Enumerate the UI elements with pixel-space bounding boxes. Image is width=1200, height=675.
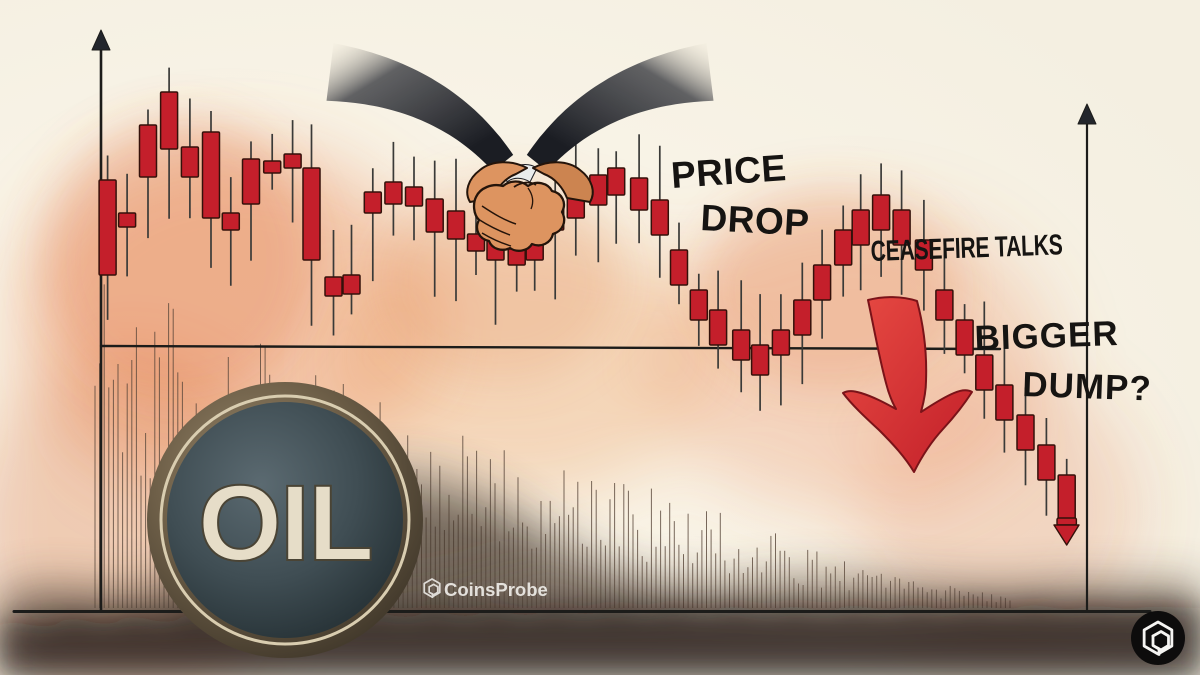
svg-text:CEASEFIRE TALKS: CEASEFIRE TALKS <box>870 229 1063 268</box>
svg-text:DROP: DROP <box>700 197 811 244</box>
svg-text:CoinsProbe: CoinsProbe <box>444 579 548 600</box>
svg-text:PRICE: PRICE <box>670 147 788 196</box>
svg-text:OIL: OIL <box>198 462 372 583</box>
svg-text:BIGGER: BIGGER <box>974 314 1119 358</box>
svg-text:DUMP?: DUMP? <box>1022 365 1153 408</box>
